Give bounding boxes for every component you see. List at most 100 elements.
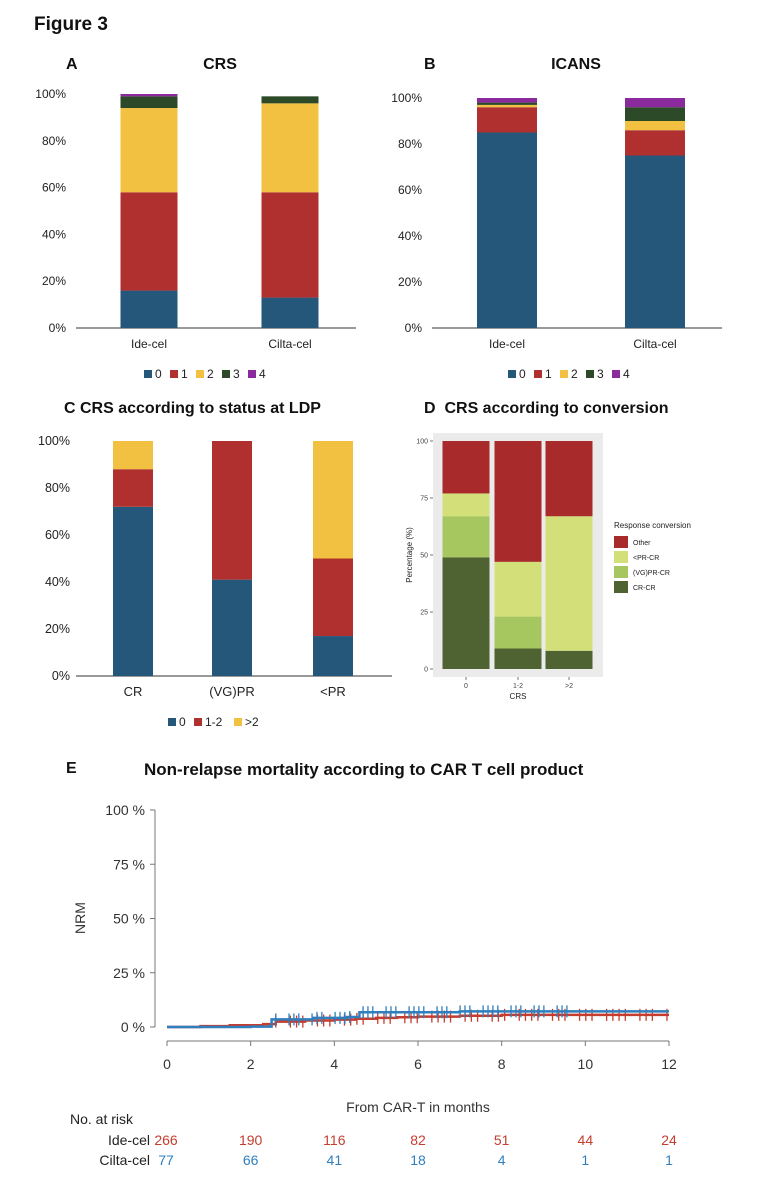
- y-tick-label: 40%: [45, 575, 70, 589]
- risk-table-value: 266: [154, 1132, 178, 1148]
- legend-label: (VG)PR-CR: [633, 570, 670, 577]
- bar-segment: [625, 130, 685, 156]
- bar-segment: [120, 96, 178, 109]
- legend-label: 0: [519, 367, 526, 381]
- bar-segment: [113, 506, 153, 676]
- bar-segment: [113, 469, 153, 507]
- legend-label: <PR-CR: [633, 555, 659, 562]
- legend-label: 1: [545, 367, 552, 381]
- bar-segment: [477, 102, 537, 105]
- legend-swatch: [560, 370, 568, 378]
- legend-swatch: [144, 370, 152, 378]
- panel-d-title-text: CRS according to conversion: [444, 400, 669, 417]
- y-tick-label: 60%: [45, 528, 70, 542]
- risk-table-value: 66: [243, 1152, 259, 1168]
- bar-segment: [625, 155, 685, 328]
- risk-table-value: 24: [661, 1132, 677, 1148]
- y-tick-label: 50: [420, 553, 428, 560]
- bar-segment: [313, 558, 353, 637]
- y-tick-label: 100%: [391, 91, 422, 105]
- bar-segment: [545, 441, 593, 517]
- bar-segment: [477, 98, 537, 103]
- legend-label: 3: [233, 367, 240, 381]
- bar-segment: [477, 132, 537, 328]
- y-tick-label: 50 %: [113, 911, 145, 927]
- y-tick-label: 0%: [405, 321, 423, 335]
- panel-label-e: E: [66, 760, 77, 777]
- x-axis-title: From CAR-T in months: [346, 1099, 490, 1115]
- legend-swatch: [586, 370, 594, 378]
- bar-segment: [261, 103, 319, 193]
- legend-label: 1: [181, 367, 188, 381]
- y-tick-label: 25 %: [113, 965, 145, 981]
- x-tick-label: 8: [498, 1056, 506, 1072]
- x-category-label: 1-2: [513, 683, 523, 690]
- bar-segment: [494, 648, 542, 669]
- legend-swatch: [614, 566, 628, 578]
- y-tick-label: 20%: [398, 275, 422, 289]
- risk-table-row-label: Ide-cel: [108, 1132, 150, 1148]
- legend-label: 3: [597, 367, 604, 381]
- bar-segment: [120, 108, 178, 193]
- x-tick-label: 12: [661, 1056, 677, 1072]
- risk-table-value: 82: [410, 1132, 426, 1148]
- legend-swatch: [248, 370, 256, 378]
- y-tick-label: 25: [420, 610, 428, 617]
- legend-swatch: [196, 370, 204, 378]
- panel-e-title: Non-relapse mortality according to CAR T…: [144, 760, 584, 779]
- legend-label: Other: [633, 540, 651, 547]
- legend-label: 2: [571, 367, 578, 381]
- panel-a-title: CRS: [203, 56, 237, 73]
- x-category-label: (VG)PR: [209, 684, 255, 699]
- panel-c-title-text: CRS according to status at LDP: [80, 400, 321, 417]
- legend-swatch: [168, 718, 176, 726]
- y-tick-label: 100%: [35, 87, 66, 101]
- legend-swatch: [614, 581, 628, 593]
- bar-segment: [212, 441, 252, 580]
- y-tick-label: 100: [416, 439, 428, 446]
- y-tick-label: 60%: [398, 183, 422, 197]
- y-tick-label: 60%: [42, 181, 66, 195]
- legend-label: 4: [259, 367, 266, 381]
- legend-swatch: [614, 551, 628, 563]
- legend-label: CR-CR: [633, 585, 656, 592]
- y-tick-label: 40%: [398, 229, 422, 243]
- bar-segment: [261, 297, 319, 328]
- risk-table-value: 190: [239, 1132, 263, 1148]
- x-tick-label: 4: [330, 1056, 338, 1072]
- x-category-label: Ide-cel: [489, 337, 525, 351]
- panel-d-title: D CRS according to conversion: [424, 400, 669, 418]
- legend-label: 0: [155, 367, 162, 381]
- panel-b-title: ICANS: [551, 56, 601, 73]
- legend-swatch: [614, 536, 628, 548]
- legend-swatch: [194, 718, 202, 726]
- bar-segment: [120, 94, 178, 97]
- bar-segment: [494, 441, 542, 562]
- y-tick-label: 80%: [45, 481, 70, 495]
- bar-segment: [442, 493, 490, 517]
- risk-table-value: 44: [578, 1132, 594, 1148]
- legend-label: 0: [179, 715, 186, 729]
- risk-table-value: 1: [665, 1152, 673, 1168]
- bar-segment: [545, 650, 593, 669]
- y-tick-label: 0 %: [121, 1019, 145, 1035]
- y-tick-label: 20%: [42, 274, 66, 288]
- x-category-label: CR: [124, 684, 143, 699]
- legend-swatch: [234, 718, 242, 726]
- legend-title: Response conversion: [614, 521, 691, 530]
- y-tick-label: 0: [424, 667, 428, 674]
- bar-segment: [442, 441, 490, 494]
- bar-segment: [625, 121, 685, 131]
- y-tick-label: 40%: [42, 227, 66, 241]
- bar-segment: [625, 98, 685, 108]
- risk-table-value: 1: [581, 1152, 589, 1168]
- legend-swatch: [508, 370, 516, 378]
